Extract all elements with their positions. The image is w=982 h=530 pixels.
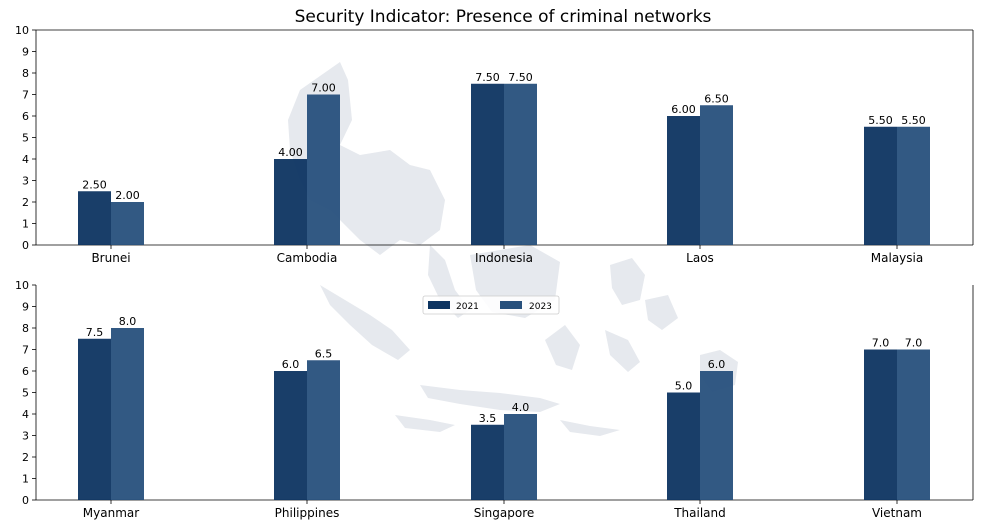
data-label: 7.50 — [475, 71, 500, 84]
bar-2021-philippines — [274, 371, 307, 500]
data-label: 7.00 — [311, 82, 336, 95]
y-tick-label: 6 — [22, 110, 29, 123]
y-tick-label: 10 — [15, 279, 29, 292]
bar-2023-myanmar — [111, 328, 144, 500]
y-tick-label: 4 — [22, 408, 29, 421]
data-label: 3.5 — [479, 412, 497, 425]
bar-2021-malaysia — [864, 126, 897, 245]
x-tick-label: Thailand — [673, 506, 726, 520]
bar-2023-indonesia — [504, 83, 537, 245]
data-label: 4.0 — [512, 401, 530, 414]
data-label: 6.0 — [708, 358, 726, 371]
bar-2021-laos — [667, 116, 700, 245]
legend-box — [422, 295, 560, 315]
data-label: 6.00 — [671, 103, 696, 116]
legend-swatch-2021 — [428, 301, 450, 309]
y-tick-label: 6 — [22, 365, 29, 378]
bars-layer — [78, 83, 930, 500]
x-tick-label: Indonesia — [475, 251, 533, 265]
y-tick-label: 5 — [22, 132, 29, 145]
x-tick-label: Cambodia — [277, 251, 338, 265]
data-label: 6.50 — [704, 92, 729, 105]
y-tick-label: 1 — [22, 218, 29, 231]
data-label: 7.0 — [905, 337, 923, 350]
y-tick-label: 4 — [22, 153, 29, 166]
bar-2023-philippines — [307, 360, 340, 500]
bar-2021-singapore — [471, 424, 504, 500]
data-label: 6.0 — [282, 358, 300, 371]
labels-layer: 012345678910Brunei2.502.00Cambodia4.007.… — [15, 24, 926, 520]
data-label: 2.00 — [115, 189, 140, 202]
x-tick-label: Singapore — [474, 506, 535, 520]
data-label: 7.0 — [872, 337, 890, 350]
bar-2023-brunei — [111, 202, 144, 245]
y-tick-label: 7 — [22, 89, 29, 102]
bar-2021-brunei — [78, 191, 111, 245]
y-tick-label: 9 — [22, 46, 29, 59]
y-tick-label: 2 — [22, 451, 29, 464]
bar-2023-cambodia — [307, 94, 340, 245]
bar-2023-singapore — [504, 414, 537, 500]
y-tick-label: 0 — [22, 494, 29, 507]
y-tick-label: 2 — [22, 196, 29, 209]
bar-2021-thailand — [667, 392, 700, 500]
legend: 2021 2023 — [422, 295, 560, 315]
data-label: 5.50 — [868, 114, 893, 127]
legend-label-2023: 2023 — [529, 302, 552, 312]
legend-swatch-2023 — [500, 301, 522, 309]
legend-label-2021: 2021 — [456, 302, 479, 312]
bar-2021-cambodia — [274, 159, 307, 245]
data-label: 5.0 — [675, 380, 693, 393]
bar-2023-malaysia — [897, 126, 930, 245]
x-tick-label: Myanmar — [83, 506, 139, 520]
y-tick-label: 8 — [22, 322, 29, 335]
y-tick-label: 7 — [22, 344, 29, 357]
data-label: 2.50 — [82, 178, 107, 191]
x-tick-label: Vietnam — [872, 506, 922, 520]
y-tick-label: 0 — [22, 239, 29, 252]
data-label: 5.50 — [901, 114, 926, 127]
x-tick-label: Philippines — [275, 506, 340, 520]
x-tick-label: Laos — [686, 251, 714, 265]
bar-2021-myanmar — [78, 338, 111, 500]
x-tick-label: Brunei — [91, 251, 130, 265]
y-tick-label: 5 — [22, 387, 29, 400]
y-tick-label: 3 — [22, 175, 29, 188]
y-tick-label: 1 — [22, 473, 29, 486]
bar-2023-vietnam — [897, 349, 930, 500]
bar-2023-thailand — [700, 371, 733, 500]
y-tick-label: 8 — [22, 67, 29, 80]
bar-2023-laos — [700, 105, 733, 245]
x-tick-label: Malaysia — [871, 251, 923, 265]
y-tick-label: 10 — [15, 24, 29, 37]
bar-2021-indonesia — [471, 83, 504, 245]
y-tick-label: 3 — [22, 430, 29, 443]
data-label: 8.0 — [119, 315, 137, 328]
data-label: 7.5 — [86, 326, 104, 339]
y-tick-label: 9 — [22, 301, 29, 314]
data-label: 4.00 — [278, 146, 303, 159]
chart-title: Security Indicator: Presence of criminal… — [295, 7, 712, 27]
data-label: 6.5 — [315, 347, 333, 360]
data-label: 7.50 — [508, 71, 533, 84]
bar-2021-vietnam — [864, 349, 897, 500]
